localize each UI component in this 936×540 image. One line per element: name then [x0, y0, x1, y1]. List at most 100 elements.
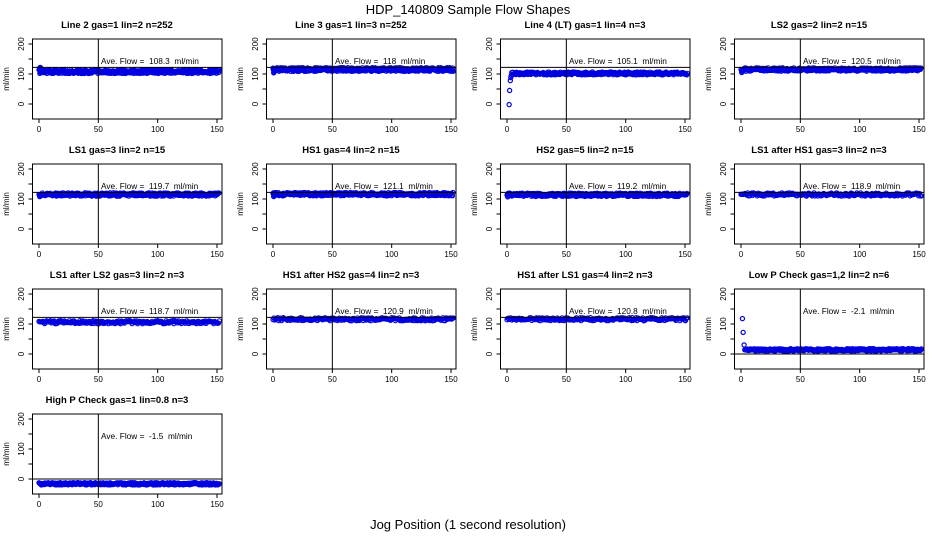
- axis-box: [734, 163, 925, 245]
- average-flow-annotation: Ave. Flow = 108.3 ml/min: [101, 56, 199, 66]
- x-tick-label: 0: [505, 375, 510, 384]
- average-flow-annotation: Ave. Flow = -1.5 ml/min: [101, 431, 193, 441]
- outlier-points: [505, 193, 512, 200]
- y-tick-label: 100: [485, 192, 494, 206]
- subplot-title: LS1 gas=3 lin=2 n=15: [68, 145, 166, 156]
- y-axis-label: ml/min: [2, 67, 11, 91]
- data-points: [509, 69, 691, 78]
- x-tick-label: 100: [151, 125, 165, 134]
- subplot-title: LS2 gas=2 lin=2 n=15: [770, 20, 868, 31]
- x-tick-label: 0: [37, 250, 42, 259]
- average-flow-annotation: Ave. Flow = 105.1 ml/min: [569, 56, 667, 66]
- x-tick-label: 50: [328, 375, 337, 384]
- x-tick-label: 150: [678, 125, 692, 134]
- x-tick-label: 100: [853, 375, 867, 384]
- y-tick-label: 200: [17, 37, 26, 51]
- y-tick-label: 200: [719, 37, 728, 51]
- data-points: [738, 65, 924, 74]
- subplot-10: HS1 after LS1 gas=4 lin=2 n=3 0 100 200 ml/…: [468, 268, 702, 393]
- subplot-title: HS1 after HS2 gas=4 lin=2 n=3: [282, 270, 420, 281]
- average-flow-annotation: Ave. Flow = 118.9 ml/min: [803, 181, 901, 191]
- y-tick-label: 100: [17, 442, 26, 456]
- subplot-2: Line 4 (LT) gas=1 lin=4 n=3 0 100 200 ml/mi…: [468, 18, 702, 143]
- plot-canvas: 0 100 200 ml/min 0 50 100 150 Ave. Flow = -2.1 m…: [704, 287, 926, 384]
- plot-canvas: 0 100 200 ml/min 0 50 100 150 Ave. Flow = 119.7 …: [2, 162, 224, 259]
- x-tick-label: 100: [385, 375, 399, 384]
- x-tick-label: 0: [739, 375, 744, 384]
- y-tick-label: 100: [485, 317, 494, 331]
- x-tick-label: 50: [328, 125, 337, 134]
- subplot-1: Line 3 gas=1 lin=3 n=252 0 100 200 ml/min 0 5…: [234, 18, 468, 143]
- subplot-grid: Line 2 gas=1 lin=2 n=252 0 100 200 ml/min 0 5…: [0, 18, 936, 518]
- subplot-4: LS1 gas=3 lin=2 n=15 0 100 200 ml/min 0 50 100…: [0, 143, 234, 268]
- x-tick-label: 150: [210, 125, 224, 134]
- outlier-points: [37, 64, 45, 73]
- subplot-11: Low P Check gas=1,2 lin=2 n=6 0 100 200 ml/…: [702, 268, 936, 393]
- subplot-title: Line 4 (LT) gas=1 lin=4 n=3: [524, 20, 646, 31]
- figure-title: HDP_140809 Sample Flow Shapes: [365, 2, 571, 17]
- axis-box: [32, 163, 223, 245]
- plot-canvas: 0 100 200 ml/min 0 50 100 150 Ave. Flow = 119.2 …: [470, 162, 692, 259]
- y-tick-label: 200: [251, 37, 260, 51]
- y-axis-label: ml/min: [704, 317, 713, 341]
- y-tick-label: 200: [17, 412, 26, 426]
- subplot-title: HS2 gas=5 lin=2 n=15: [536, 145, 634, 156]
- x-tick-label: 100: [385, 125, 399, 134]
- subplot-title: Low P Check gas=1,2 lin=2 n=6: [748, 270, 890, 281]
- plot-canvas: 0 100 200 ml/min 0 50 100 150 Ave. Flow = 120.9 …: [236, 287, 458, 384]
- axis-box: [32, 288, 223, 370]
- y-axis-label: ml/min: [470, 192, 479, 216]
- subplot-title: High P Check gas=1 lin=0.8 n=3: [45, 395, 189, 406]
- x-tick-label: 100: [619, 250, 633, 259]
- x-tick-label: 150: [678, 375, 692, 384]
- subplot-12: High P Check gas=1 lin=0.8 n=3 0 100 200 ml…: [0, 393, 234, 518]
- x-tick-label: 0: [37, 375, 42, 384]
- axis-box: [734, 288, 925, 370]
- data-points: [504, 315, 691, 324]
- y-tick-label: 0: [719, 226, 728, 231]
- y-axis-label: ml/min: [236, 317, 245, 341]
- x-tick-label: 100: [619, 125, 633, 134]
- y-axis-label: ml/min: [470, 317, 479, 341]
- x-tick-label: 50: [796, 125, 805, 134]
- y-tick-label: 0: [485, 226, 494, 231]
- x-tick-label: 0: [37, 500, 42, 509]
- subplot-9: HS1 after HS2 gas=4 lin=2 n=3 0 100 200 ml/…: [234, 268, 468, 393]
- outlier-points: [271, 67, 279, 76]
- y-tick-label: 100: [719, 192, 728, 206]
- x-tick-label: 0: [271, 125, 276, 134]
- outlier-points: [506, 72, 514, 108]
- average-flow-annotation: Ave. Flow = 119.2 ml/min: [569, 181, 667, 191]
- data-points: [743, 345, 925, 354]
- y-tick-label: 100: [17, 317, 26, 331]
- data-points: [738, 190, 925, 199]
- axis-box: [32, 413, 223, 495]
- x-tick-label: 150: [678, 250, 692, 259]
- data-points: [36, 479, 223, 488]
- subplot-title: Line 3 gas=1 lin=3 n=252: [295, 20, 407, 31]
- x-tick-label: 50: [94, 125, 103, 134]
- x-tick-label: 0: [739, 125, 744, 134]
- x-tick-label: 0: [271, 375, 276, 384]
- y-axis-label: ml/min: [236, 192, 245, 216]
- average-flow-annotation: Ave. Flow = 121.1 ml/min: [335, 181, 433, 191]
- y-tick-label: 100: [719, 67, 728, 81]
- x-axis-title: Jog Position (1 second resolution): [370, 517, 566, 532]
- y-tick-label: 100: [17, 67, 26, 81]
- plot-canvas: 0 100 200 ml/min 0 50 100 150 Ave. Flow = 108.3 …: [2, 37, 224, 134]
- outlier-points: [739, 67, 746, 76]
- y-tick-label: 0: [251, 226, 260, 231]
- y-tick-label: 0: [251, 101, 260, 106]
- data-points: [270, 189, 456, 199]
- y-tick-label: 100: [17, 192, 26, 206]
- y-tick-label: 0: [17, 476, 26, 481]
- x-tick-label: 150: [210, 375, 224, 384]
- average-flow-annotation: Ave. Flow = 118 ml/min: [335, 56, 426, 66]
- data-points: [270, 64, 456, 75]
- y-tick-label: 0: [251, 351, 260, 356]
- plot-canvas: 0 100 200 ml/min 0 50 100 150 Ave. Flow = 118.9 …: [704, 162, 926, 259]
- y-tick-label: 100: [719, 317, 728, 331]
- y-tick-label: 0: [485, 351, 494, 356]
- y-axis-label: ml/min: [704, 67, 713, 91]
